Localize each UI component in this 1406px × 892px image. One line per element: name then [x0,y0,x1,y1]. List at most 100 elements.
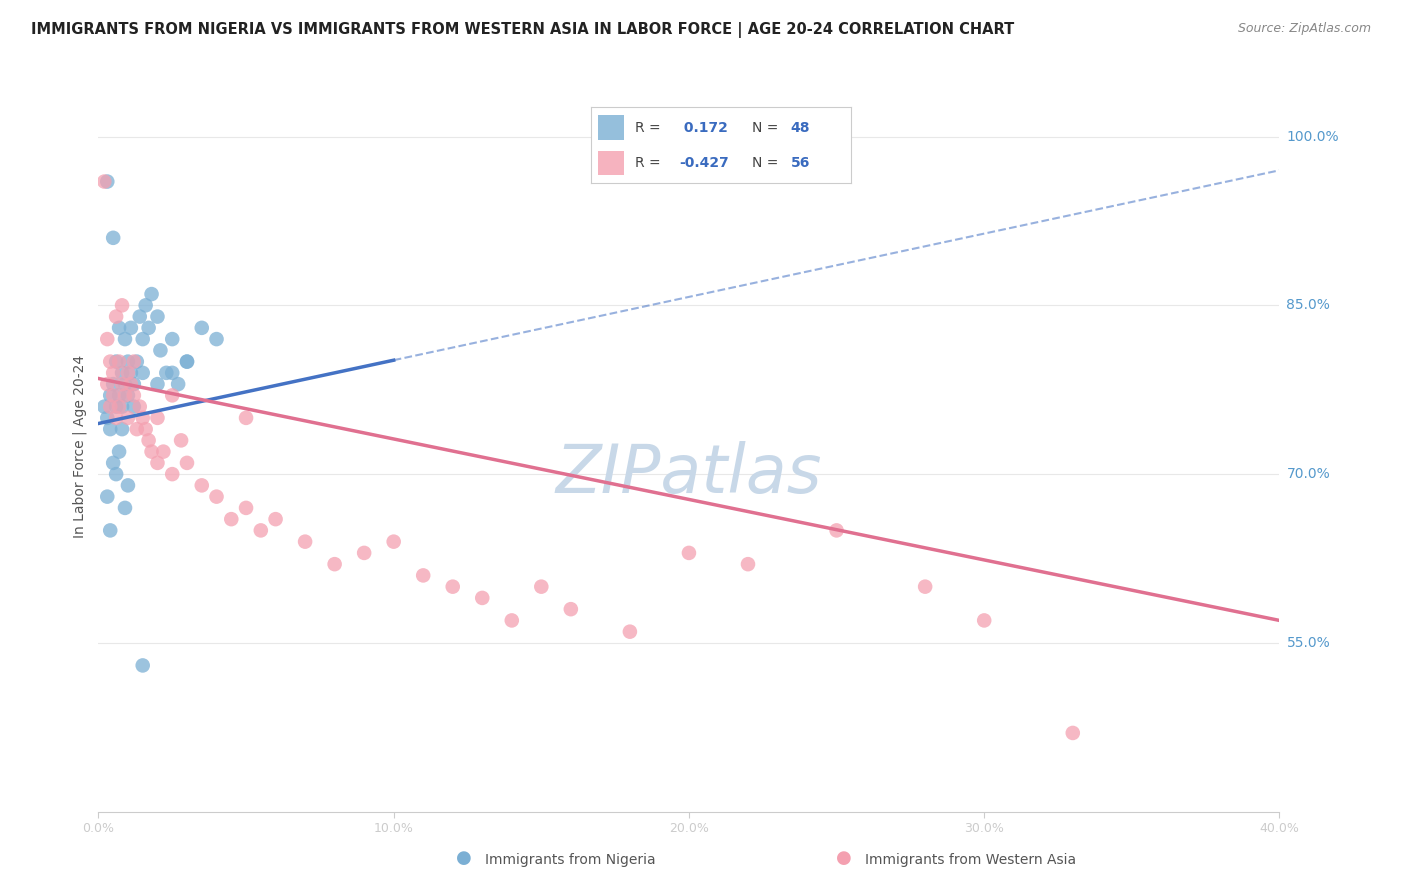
Point [105,410,128,425]
Point [96,175,118,189]
Point [162,366,183,380]
Point [353,546,375,560]
Point [678,546,700,560]
Point [141,444,163,458]
Point [155,366,177,380]
Text: Source: ZipAtlas.com: Source: ZipAtlas.com [1237,22,1371,36]
Point [441,580,464,594]
Point [120,366,142,380]
Point [111,298,134,312]
Point [105,400,128,414]
Point [170,434,193,448]
Point [98,524,121,538]
Point [120,377,142,392]
Point [264,512,287,526]
Bar [599,151,624,175]
Point [98,400,121,414]
Point [176,354,198,368]
Point [103,377,125,392]
Point [98,354,121,368]
Point [132,332,155,346]
Point [96,490,118,504]
Point [105,354,128,368]
Point [162,467,183,482]
Point [152,444,174,458]
Point [146,456,169,470]
Point [149,343,172,358]
Text: 56: 56 [790,156,810,170]
Point [128,400,150,414]
Point [105,467,128,482]
Point [138,321,160,335]
Point [111,366,134,380]
Text: IMMIGRANTS FROM NIGERIA VS IMMIGRANTS FROM WESTERN ASIA IN LABOR FORCE | AGE 20-: IMMIGRANTS FROM NIGERIA VS IMMIGRANTS FR… [31,22,1014,38]
Text: N =: N = [752,120,778,135]
Point [93,175,115,189]
Point [141,287,163,301]
Point [114,388,136,402]
Point [111,377,134,392]
Point [250,524,273,538]
Point [135,422,157,436]
Text: ●: ● [835,849,852,867]
Point [108,444,131,458]
Point [114,377,136,392]
Point [125,422,148,436]
Point [560,602,582,616]
Point [111,422,134,436]
Point [98,422,121,436]
Point [96,332,118,346]
Text: 70.0%: 70.0% [1286,467,1330,481]
Point [191,478,214,492]
Point [619,624,641,639]
Point [135,298,157,312]
Point [108,388,131,402]
Point [146,410,169,425]
Point [176,354,198,368]
Point [96,410,118,425]
Point [117,366,139,380]
Point [103,231,125,245]
Text: N =: N = [752,156,778,170]
Point [973,614,995,628]
Text: 85.0%: 85.0% [1286,298,1330,312]
Text: 48: 48 [790,120,810,135]
Text: R =: R = [634,120,661,135]
Point [103,388,125,402]
Point [103,456,125,470]
Point [108,321,131,335]
Point [471,591,494,605]
Point [132,658,155,673]
Point [235,410,257,425]
Point [501,614,523,628]
Point [825,524,848,538]
Point [1062,726,1084,740]
Point [125,354,148,368]
Point [176,456,198,470]
Y-axis label: In Labor Force | Age 20-24: In Labor Force | Age 20-24 [73,354,87,538]
Point [132,410,155,425]
Point [103,366,125,380]
Point [122,400,145,414]
Point [219,512,243,526]
Text: 100.0%: 100.0% [1286,129,1339,144]
Point [93,400,115,414]
Point [323,557,346,571]
Point [111,400,134,414]
Point [122,388,145,402]
Point [117,478,139,492]
Point [191,321,214,335]
Point [117,354,139,368]
Point [122,377,145,392]
Point [412,568,434,582]
Point [138,434,160,448]
Text: Immigrants from Nigeria: Immigrants from Nigeria [485,853,655,867]
Point [167,377,190,392]
Point [146,377,169,392]
Point [108,400,131,414]
Point [382,534,405,549]
Point [98,388,121,402]
Point [117,388,139,402]
Point [162,388,183,402]
Point [108,354,131,368]
